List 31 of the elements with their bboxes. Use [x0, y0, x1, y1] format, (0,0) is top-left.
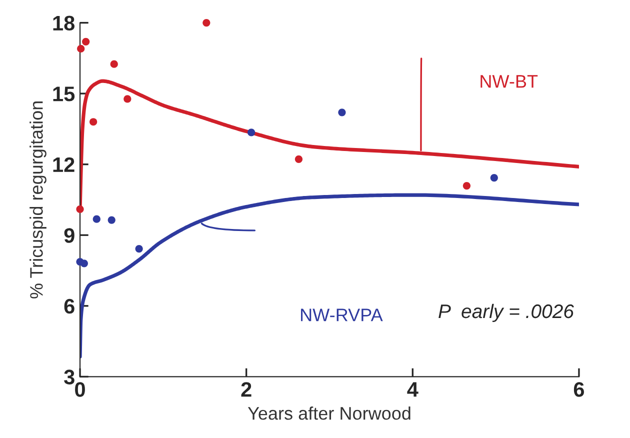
point: [202, 18, 210, 27]
point: [338, 108, 346, 116]
point: [248, 128, 256, 136]
point: [110, 60, 118, 68]
text: NW-BT: [480, 75, 538, 88]
x-tick-label: 6: [574, 382, 584, 397]
point: [92, 215, 100, 223]
y-tick-label: 6: [64, 298, 74, 314]
point: [77, 44, 85, 53]
point: [90, 118, 98, 126]
y-tick-label: 12: [53, 157, 74, 172]
x-tick-label: 2: [241, 382, 252, 397]
y-tick-label: 9: [64, 228, 74, 243]
point: [76, 205, 84, 213]
x-tick-label: 0: [75, 382, 85, 397]
point: [124, 95, 132, 103]
y-axis-title: % Tricuspid regurgitation: [30, 102, 46, 298]
x-axis-title: Years after Norwood: [248, 406, 410, 420]
point: [135, 245, 143, 253]
point: [294, 155, 303, 163]
point: [490, 174, 498, 182]
annotation: P early = .0026: [438, 304, 574, 322]
text: NW-RVPA: [301, 308, 383, 322]
y-tick-label: 18: [53, 16, 75, 31]
point: [82, 38, 90, 46]
point: [462, 182, 471, 190]
x-tick-label: 4: [407, 382, 418, 397]
y-tick-label: 15: [53, 86, 75, 102]
y-tick-label: 3: [64, 370, 74, 384]
point: [108, 216, 116, 224]
point: [80, 260, 88, 268]
